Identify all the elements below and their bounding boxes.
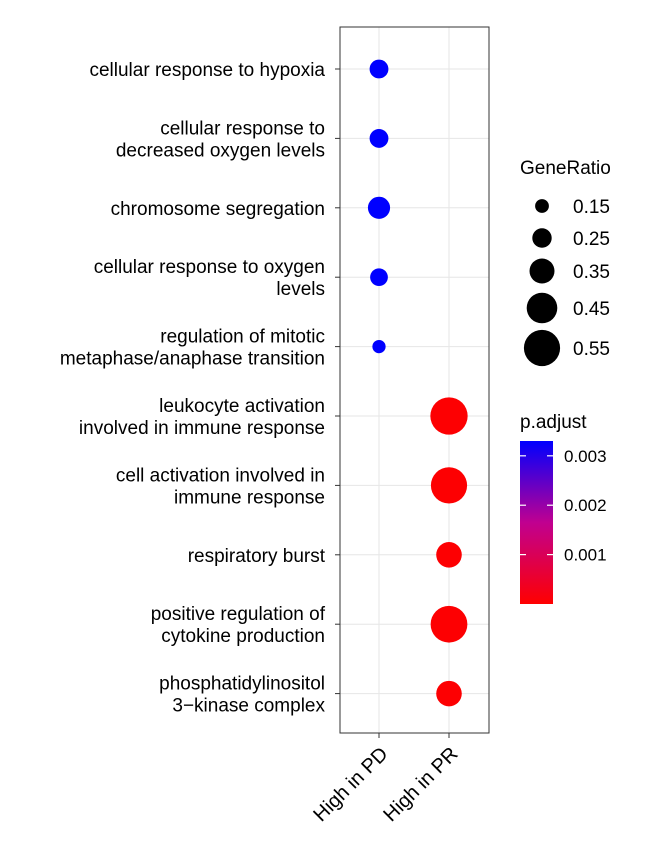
- size-legend-label: 0.45: [573, 299, 610, 320]
- y-tick-label: chromosome segregation: [111, 199, 325, 220]
- x-tick-label: High in PR: [379, 743, 462, 826]
- size-legend-dot: [535, 199, 549, 213]
- plot-panel-border: [339, 26, 490, 734]
- size-legend-dot: [532, 228, 552, 248]
- data-point: [430, 605, 468, 643]
- x-tick-label: High in PD: [309, 743, 392, 826]
- y-tick-label: leukocyte activation involved in immune r…: [79, 396, 325, 439]
- size-legend-label: 0.25: [573, 229, 610, 250]
- y-tick-label: respiratory burst: [188, 546, 326, 567]
- data-points: [367, 59, 468, 707]
- size-legend-title: GeneRatio: [520, 158, 611, 179]
- data-point: [430, 397, 468, 435]
- data-point: [370, 268, 388, 287]
- y-tick-label: cell activation involved in immune respon…: [116, 465, 325, 508]
- size-legend-dot: [523, 329, 561, 367]
- data-point: [367, 196, 391, 219]
- size-legend-dot: [529, 258, 555, 284]
- y-tick-label: regulation of mitotic metaphase/anaphase …: [60, 327, 325, 370]
- y-axis-labels: cellular response to hypoxia cellular res…: [60, 60, 340, 717]
- size-legend-label: 0.35: [573, 262, 610, 283]
- y-tick-label: phosphatidylinositol 3−kinase complex: [159, 674, 325, 717]
- size-legend-label: 0.55: [573, 339, 610, 360]
- color-legend-title: p.adjust: [520, 412, 587, 433]
- size-legend: GeneRatio 0.15 0.25 0.35 0.45 0.55: [520, 158, 611, 367]
- data-point: [372, 339, 386, 354]
- y-tick-label: positive regulation of cytokine productio…: [151, 604, 326, 647]
- y-tick-label: cellular response to hypoxia: [89, 60, 325, 81]
- data-point: [430, 467, 468, 504]
- data-point: [369, 59, 389, 79]
- size-legend-dot: [526, 292, 558, 324]
- color-legend: p.adjust 0.003 0.002 0.001: [520, 412, 607, 604]
- color-legend-label: 0.003: [564, 447, 607, 466]
- data-point: [369, 128, 389, 148]
- y-tick-label: cellular response to oxygen levels: [94, 257, 325, 300]
- color-legend-label: 0.002: [564, 496, 607, 515]
- y-tick-label: cellular response to decreased oxygen lev…: [116, 118, 325, 161]
- color-bar: [520, 441, 553, 604]
- size-legend-label: 0.15: [573, 197, 610, 218]
- data-point: [436, 680, 462, 707]
- data-point: [436, 542, 462, 568]
- color-legend-label: 0.001: [564, 546, 607, 565]
